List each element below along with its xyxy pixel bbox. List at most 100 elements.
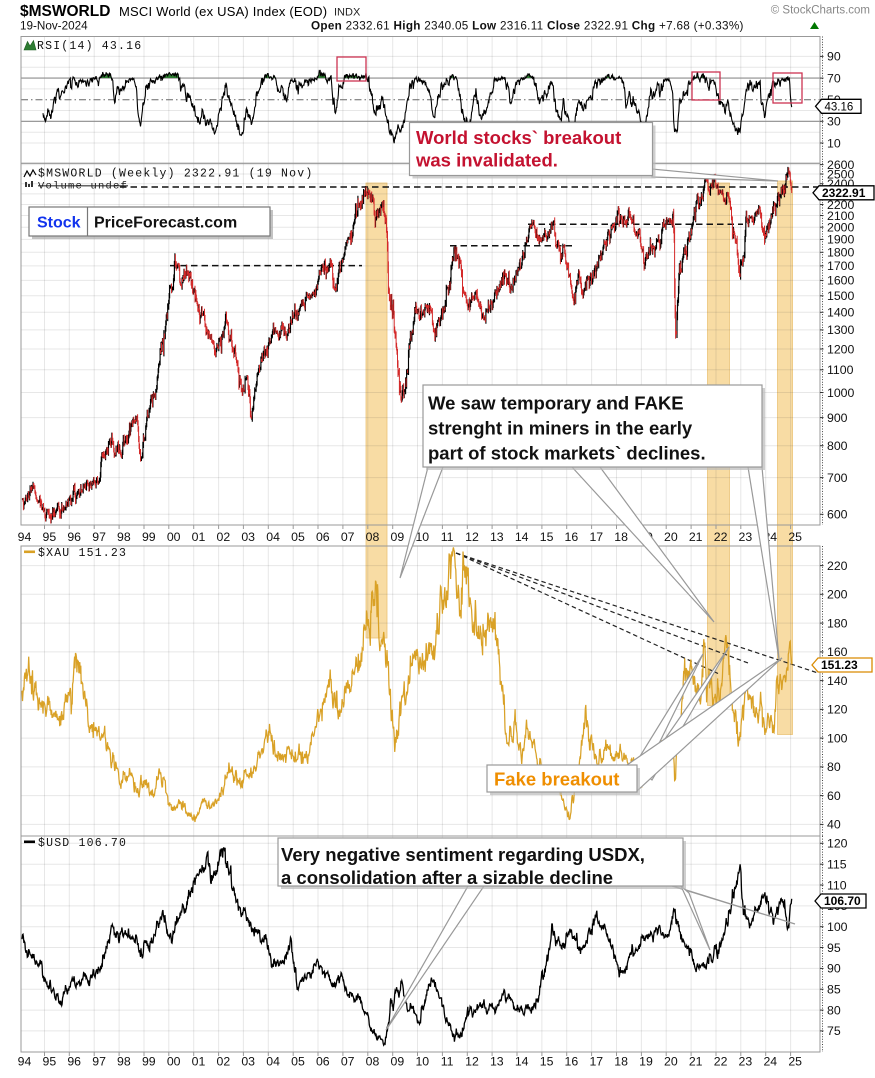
svg-text:110: 110 bbox=[827, 878, 847, 892]
svg-text:75: 75 bbox=[827, 1024, 841, 1038]
svg-text:90: 90 bbox=[827, 962, 841, 976]
svg-text:80: 80 bbox=[827, 1003, 841, 1017]
svg-text:04: 04 bbox=[266, 1055, 280, 1069]
svg-text:14: 14 bbox=[515, 530, 529, 544]
svg-text:19-Nov-2024: 19-Nov-2024 bbox=[20, 20, 88, 33]
svg-text:02: 02 bbox=[217, 1055, 231, 1069]
svg-text:60: 60 bbox=[827, 789, 841, 803]
svg-text:94: 94 bbox=[18, 530, 32, 544]
svg-text:03: 03 bbox=[241, 530, 255, 544]
svg-text:a consolidation after a sizabl: a consolidation after a sizable decline bbox=[281, 867, 613, 888]
svg-text:23: 23 bbox=[739, 1055, 753, 1069]
svg-text:95: 95 bbox=[43, 1055, 57, 1069]
svg-text:$MSWORLD: $MSWORLD bbox=[20, 3, 110, 20]
svg-text:05: 05 bbox=[291, 530, 305, 544]
svg-text:$XAU 151.23: $XAU 151.23 bbox=[38, 547, 127, 560]
svg-text:21: 21 bbox=[689, 1055, 703, 1069]
svg-text:95: 95 bbox=[827, 941, 841, 955]
svg-text:43.16: 43.16 bbox=[825, 102, 854, 114]
svg-text:15: 15 bbox=[540, 530, 554, 544]
svg-text:13: 13 bbox=[490, 1055, 504, 1069]
svg-text:08: 08 bbox=[366, 530, 380, 544]
svg-text:100: 100 bbox=[827, 920, 848, 934]
svg-text:106.70: 106.70 bbox=[824, 894, 861, 908]
svg-text:16: 16 bbox=[565, 1055, 579, 1069]
svg-text:14: 14 bbox=[515, 1055, 529, 1069]
svg-text:Fake breakout: Fake breakout bbox=[494, 769, 619, 790]
svg-text:01: 01 bbox=[192, 530, 206, 544]
svg-text:96: 96 bbox=[67, 530, 81, 544]
svg-text:98: 98 bbox=[117, 1055, 131, 1069]
svg-text:09: 09 bbox=[391, 530, 405, 544]
svg-text:Very negative sentiment regard: Very negative sentiment regarding USDX, bbox=[281, 844, 645, 865]
svg-text:1000: 1000 bbox=[827, 386, 855, 400]
svg-text:13: 13 bbox=[490, 530, 504, 544]
svg-text:08: 08 bbox=[366, 1055, 380, 1069]
svg-text:18: 18 bbox=[614, 1055, 628, 1069]
svg-text:01: 01 bbox=[192, 1055, 206, 1069]
svg-text:© StockCharts.com: © StockCharts.com bbox=[771, 5, 870, 17]
svg-text:700: 700 bbox=[827, 471, 848, 485]
svg-text:2500: 2500 bbox=[827, 167, 855, 181]
svg-text:06: 06 bbox=[316, 530, 330, 544]
svg-text:00: 00 bbox=[167, 530, 181, 544]
svg-text:Open 2332.61 High 2340.05 Low: Open 2332.61 High 2340.05 Low 2316.11 Cl… bbox=[311, 20, 744, 33]
svg-text:07: 07 bbox=[341, 530, 355, 544]
svg-text:18: 18 bbox=[614, 530, 628, 544]
svg-text:22: 22 bbox=[714, 530, 728, 544]
svg-text:97: 97 bbox=[92, 1055, 106, 1069]
svg-text:140: 140 bbox=[827, 674, 848, 688]
svg-text:17: 17 bbox=[589, 530, 603, 544]
svg-text:06: 06 bbox=[316, 1055, 330, 1069]
svg-text:1300: 1300 bbox=[827, 323, 855, 337]
svg-text:100: 100 bbox=[827, 731, 848, 745]
svg-text:PriceForecast.com: PriceForecast.com bbox=[94, 215, 237, 232]
svg-text:70: 70 bbox=[827, 71, 841, 85]
svg-text:90: 90 bbox=[827, 50, 841, 64]
svg-text:15: 15 bbox=[540, 1055, 554, 1069]
svg-text:40: 40 bbox=[827, 818, 841, 832]
svg-text:1700: 1700 bbox=[827, 259, 855, 273]
svg-text:800: 800 bbox=[827, 439, 848, 453]
svg-text:22: 22 bbox=[714, 1055, 728, 1069]
svg-text:00: 00 bbox=[167, 1055, 181, 1069]
svg-text:19: 19 bbox=[639, 1055, 653, 1069]
svg-text:20: 20 bbox=[664, 530, 678, 544]
svg-text:1800: 1800 bbox=[827, 246, 855, 260]
svg-text:1600: 1600 bbox=[827, 274, 855, 288]
svg-text:02: 02 bbox=[217, 530, 231, 544]
svg-text:Volume undef: Volume undef bbox=[38, 181, 128, 193]
svg-text:2322.91: 2322.91 bbox=[822, 186, 866, 200]
svg-text:We saw temporary and FAKE: We saw temporary and FAKE bbox=[428, 393, 684, 414]
svg-text:2000: 2000 bbox=[827, 221, 855, 235]
svg-text:2200: 2200 bbox=[827, 198, 855, 212]
svg-text:120: 120 bbox=[827, 837, 848, 851]
svg-text:03: 03 bbox=[241, 1055, 255, 1069]
svg-text:200: 200 bbox=[827, 588, 848, 602]
svg-text:23: 23 bbox=[739, 530, 753, 544]
svg-text:10: 10 bbox=[415, 1055, 429, 1069]
svg-text:25: 25 bbox=[788, 1055, 802, 1069]
svg-text:25: 25 bbox=[788, 530, 802, 544]
svg-text:2600: 2600 bbox=[827, 158, 855, 172]
svg-text:10: 10 bbox=[827, 136, 841, 150]
svg-text:strenght in miners in the earl: strenght in miners in the early bbox=[428, 418, 693, 439]
svg-text:20: 20 bbox=[664, 1055, 678, 1069]
svg-text:80: 80 bbox=[827, 760, 841, 774]
svg-text:900: 900 bbox=[827, 411, 848, 425]
svg-text:$USD 106.70: $USD 106.70 bbox=[38, 837, 127, 850]
svg-text:30: 30 bbox=[827, 115, 841, 129]
svg-text:1200: 1200 bbox=[827, 342, 855, 356]
svg-text:600: 600 bbox=[827, 508, 848, 522]
svg-text:05: 05 bbox=[291, 1055, 305, 1069]
svg-text:180: 180 bbox=[827, 616, 848, 630]
svg-text:17: 17 bbox=[589, 1055, 603, 1069]
svg-text:Stock: Stock bbox=[37, 215, 81, 232]
svg-text:04: 04 bbox=[266, 530, 280, 544]
svg-text:1100: 1100 bbox=[827, 363, 854, 377]
svg-text:was invalidated.: was invalidated. bbox=[415, 150, 558, 171]
svg-text:09: 09 bbox=[391, 1055, 405, 1069]
svg-text:99: 99 bbox=[142, 1055, 156, 1069]
svg-text:INDX: INDX bbox=[334, 7, 361, 19]
svg-text:10: 10 bbox=[415, 530, 429, 544]
